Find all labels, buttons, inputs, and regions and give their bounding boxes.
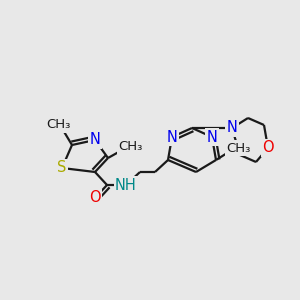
- Text: N: N: [167, 130, 177, 145]
- Text: CH₃: CH₃: [46, 118, 70, 131]
- Text: NH: NH: [115, 178, 137, 193]
- Text: CH₃: CH₃: [118, 140, 142, 154]
- Text: N: N: [207, 130, 218, 145]
- Text: N: N: [90, 133, 101, 148]
- Text: O: O: [262, 140, 274, 155]
- Text: O: O: [89, 190, 101, 206]
- Text: S: S: [57, 160, 67, 175]
- Text: CH₃: CH₃: [226, 142, 250, 154]
- Text: N: N: [226, 121, 237, 136]
